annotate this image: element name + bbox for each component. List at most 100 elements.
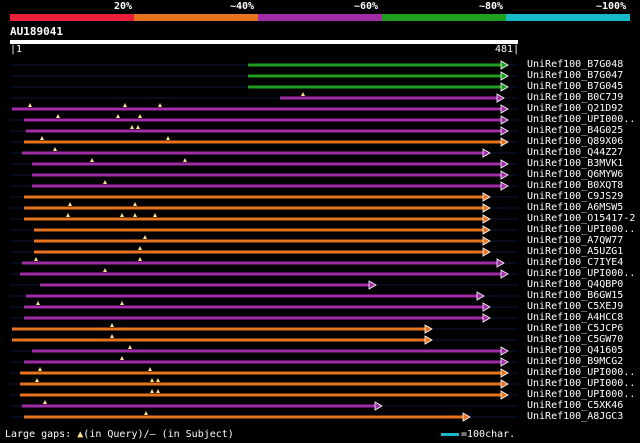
- legend-segment-green: [382, 14, 506, 21]
- hit-label[interactable]: UniRef100_B7G045: [527, 81, 624, 92]
- in-query-text: (in Query)/: [83, 429, 150, 440]
- hit-arrow: [500, 181, 509, 191]
- hit-label[interactable]: UniRef100_B3MVK1: [527, 158, 624, 169]
- hit-label[interactable]: UniRef100_C5XK46: [527, 400, 624, 411]
- hit-arrow: [500, 126, 509, 136]
- hit-label[interactable]: UniRef100_B7G047: [527, 70, 624, 81]
- hit-label[interactable]: UniRef100_UPI000..: [527, 378, 636, 389]
- hit-arrow: [500, 346, 509, 356]
- query-end-tick: 481|: [495, 44, 520, 55]
- query-gap-marker: [138, 114, 142, 118]
- subject-gap-icon: –: [149, 429, 156, 440]
- hit-label[interactable]: UniRef100_O15417-2: [527, 213, 636, 224]
- hit-arrow: [368, 280, 377, 290]
- hit-label[interactable]: UniRef100_C7IYE4: [527, 257, 624, 268]
- hit-arrow: [500, 159, 509, 169]
- query-gap-marker: [128, 345, 132, 349]
- large-gaps-text: Large gaps:: [5, 429, 72, 440]
- legend-label-40: ~40%: [230, 1, 255, 12]
- hit-arrow: [500, 357, 509, 367]
- query-gap-marker: [38, 367, 42, 371]
- hit-label[interactable]: UniRef100_A4HCC8: [527, 312, 624, 323]
- hit-arrow: [476, 291, 485, 301]
- legend-label-60: ~60%: [354, 1, 379, 12]
- query-start-label: 1: [16, 44, 23, 55]
- hit-label[interactable]: UniRef100_B4G025: [527, 125, 624, 136]
- hit-arrow: [500, 60, 509, 70]
- hit-arrow: [500, 104, 509, 114]
- hit-label[interactable]: UniRef100_C9JS29: [527, 191, 624, 202]
- hit-arrow: [482, 225, 491, 235]
- query-bar: [10, 40, 518, 44]
- hit-label[interactable]: UniRef100_UPI000..: [527, 389, 636, 400]
- hit-arrow: [482, 192, 491, 202]
- identity-color-legend: [10, 14, 630, 21]
- hit-arrow: [500, 368, 509, 378]
- query-gap-marker: [43, 400, 47, 404]
- query-gap-marker: [120, 356, 124, 360]
- legend-segment-orange: [134, 14, 258, 21]
- hit-arrow: [500, 71, 509, 81]
- query-gap-marker: [56, 114, 60, 118]
- hit-label[interactable]: UniRef100_A8JGC3: [527, 411, 624, 422]
- hit-arrow: [500, 379, 509, 389]
- hit-arrow: [482, 214, 491, 224]
- query-gap-marker: [120, 301, 124, 305]
- query-gap-marker: [133, 213, 137, 217]
- identity-legend-labels: 20% ~40% ~60% ~80% ~100%: [0, 0, 640, 13]
- hit-label[interactable]: UniRef100_Q21D92: [527, 103, 624, 114]
- hit-label[interactable]: UniRef100_B7G048: [527, 59, 624, 70]
- hit-label[interactable]: UniRef100_UPI000..: [527, 367, 636, 378]
- query-gap-marker: [66, 213, 70, 217]
- hit-arrow: [482, 313, 491, 323]
- hit-label[interactable]: UniRef100_A7QW77: [527, 235, 624, 246]
- hit-arrow: [500, 137, 509, 147]
- hit-label[interactable]: UniRef100_UPI000..: [527, 268, 636, 279]
- hit-label[interactable]: UniRef100_A5UZG1: [527, 246, 624, 257]
- query-gap-marker: [103, 268, 107, 272]
- legend-segment-cyan: [506, 14, 630, 21]
- hit-label[interactable]: UniRef100_Q6MYW6: [527, 169, 624, 180]
- hit-label[interactable]: UniRef100_A6MSW5: [527, 202, 624, 213]
- query-id: AU189041: [10, 25, 63, 38]
- query-gap-marker: [148, 367, 152, 371]
- hit-arrow: [496, 93, 505, 103]
- legend-segment-purple: [258, 14, 382, 21]
- query-gap-marker: [183, 158, 187, 162]
- hit-label[interactable]: UniRef100_Q41605: [527, 345, 624, 356]
- hit-arrow: [482, 247, 491, 257]
- query-gap-marker: [120, 213, 124, 217]
- query-gap-marker: [90, 158, 94, 162]
- hit-label[interactable]: UniRef100_B9MCG2: [527, 356, 624, 367]
- hit-label[interactable]: UniRef100_UPI000..: [527, 114, 636, 125]
- hit-arrow: [500, 115, 509, 125]
- query-gap-marker: [53, 147, 57, 151]
- query-gap-marker: [34, 257, 38, 261]
- query-gap-marker: [153, 213, 157, 217]
- hit-label[interactable]: UniRef100_C5XEJ9: [527, 301, 624, 312]
- query-gap-marker: [166, 136, 170, 140]
- query-gap-marker: [123, 103, 127, 107]
- hit-label[interactable]: UniRef100_B6GW15: [527, 290, 624, 301]
- hit-label[interactable]: UniRef100_Q89X06: [527, 136, 624, 147]
- hit-label[interactable]: UniRef100_UPI000..: [527, 224, 636, 235]
- hit-label[interactable]: UniRef100_B0C7J9: [527, 92, 624, 103]
- hit-arrow: [482, 203, 491, 213]
- hit-arrow: [482, 302, 491, 312]
- query-gap-marker: [35, 378, 39, 382]
- hit-label[interactable]: UniRef100_C5JCP6: [527, 323, 624, 334]
- hit-arrow: [500, 82, 509, 92]
- hit-arrow: [500, 269, 509, 279]
- hit-label[interactable]: UniRef100_Q44Z27: [527, 147, 624, 158]
- query-gap-marker: [133, 202, 137, 206]
- hit-label[interactable]: UniRef100_B0XQT8: [527, 180, 624, 191]
- query-end-label: 481: [495, 44, 514, 55]
- hit-arrow: [424, 335, 433, 345]
- query-gap-marker: [68, 202, 72, 206]
- hit-label[interactable]: UniRef100_Q4QBP0: [527, 279, 624, 290]
- hit-label[interactable]: UniRef100_C5GW70: [527, 334, 624, 345]
- query-gap-marker: [130, 125, 134, 129]
- hit-arrow: [374, 401, 383, 411]
- query-gap-marker: [158, 103, 162, 107]
